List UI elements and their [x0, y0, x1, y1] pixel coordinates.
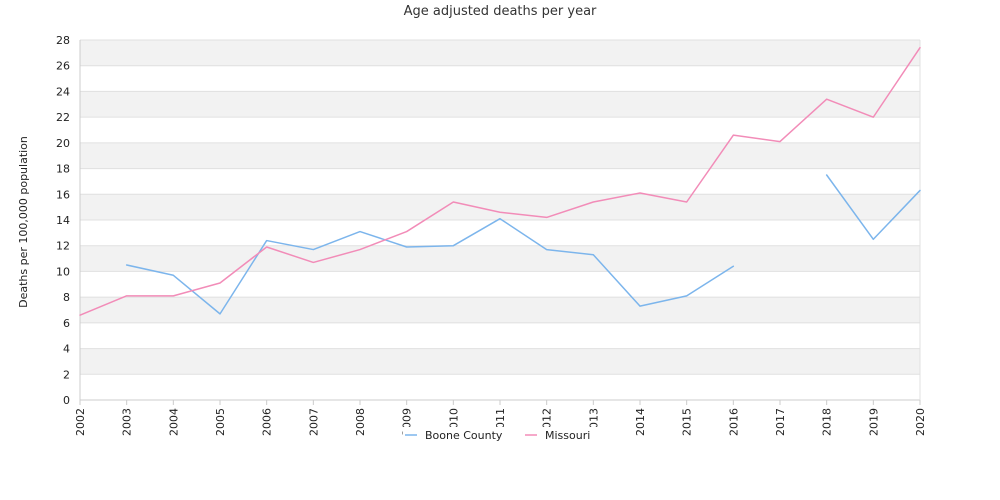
grid-band: [80, 142, 920, 169]
grid-band: [80, 194, 920, 220]
grid-band: [80, 374, 920, 400]
x-tick-label: 2015: [681, 408, 694, 436]
grid-band: [80, 168, 920, 195]
y-tick-label: 28: [56, 34, 70, 47]
y-tick-label: 20: [56, 137, 70, 150]
x-tick-label: 2008: [354, 408, 367, 436]
series-lines: [79, 46, 921, 316]
legend-item-missouri[interactable]: Missouri: [523, 427, 607, 442]
y-tick-label: 18: [56, 163, 70, 176]
grid-band: [80, 271, 920, 298]
x-tick-label: 2020: [914, 408, 927, 436]
grid-band: [80, 348, 920, 375]
y-tick-label: 14: [56, 214, 70, 227]
y-axis-label: Deaths per 100,000 population: [17, 136, 30, 308]
x-tick-label: 2014: [634, 408, 647, 436]
grid-band: [80, 322, 920, 349]
y-tick-label: 16: [56, 188, 70, 201]
legend-label: Boone County: [425, 429, 503, 442]
grid-band: [80, 91, 920, 118]
y-tick-label: 6: [63, 317, 70, 330]
y-tick-label: 0: [63, 394, 70, 407]
x-tick-label: 2007: [307, 408, 320, 436]
x-tick-label: 2016: [727, 408, 740, 436]
y-tick-label: 4: [63, 343, 70, 356]
legend-item-boone-county[interactable]: Boone County: [403, 427, 517, 442]
grid-band: [80, 40, 920, 66]
legend-label: Missouri: [545, 429, 590, 442]
grid-bands: [80, 40, 920, 400]
chart-title: Age adjusted deaths per year: [404, 4, 597, 19]
legend-item-background: [523, 427, 607, 441]
legend: Boone County Missouri: [403, 427, 607, 442]
grid-band: [80, 245, 920, 272]
x-tick-label: 2003: [121, 408, 134, 436]
legend-item-background: [403, 427, 517, 441]
grid-band: [80, 297, 920, 323]
x-tick-label: 2005: [214, 408, 227, 436]
grid-band: [80, 117, 920, 143]
series-line-missouri: [79, 46, 921, 316]
y-tick-label: 8: [63, 291, 70, 304]
grid-band: [80, 65, 920, 92]
y-tick-label: 24: [56, 85, 70, 98]
x-tick-label: 2017: [774, 408, 787, 436]
y-tick-label: 12: [56, 240, 70, 253]
x-tick-label: 2018: [821, 408, 834, 436]
grid-band: [80, 220, 920, 246]
y-tick-label: 2: [63, 368, 70, 381]
x-tick-label: 2006: [261, 408, 274, 436]
x-tick-label: 2019: [867, 408, 880, 436]
x-tick-label: 2002: [74, 408, 87, 436]
series-line-boone-county: [125, 174, 921, 315]
y-tick-label: 10: [56, 265, 70, 278]
y-tick-label: 26: [56, 60, 70, 73]
gridlines: [80, 39, 920, 401]
x-tick-label: 2004: [167, 408, 180, 436]
y-tick-label: 22: [56, 111, 70, 124]
